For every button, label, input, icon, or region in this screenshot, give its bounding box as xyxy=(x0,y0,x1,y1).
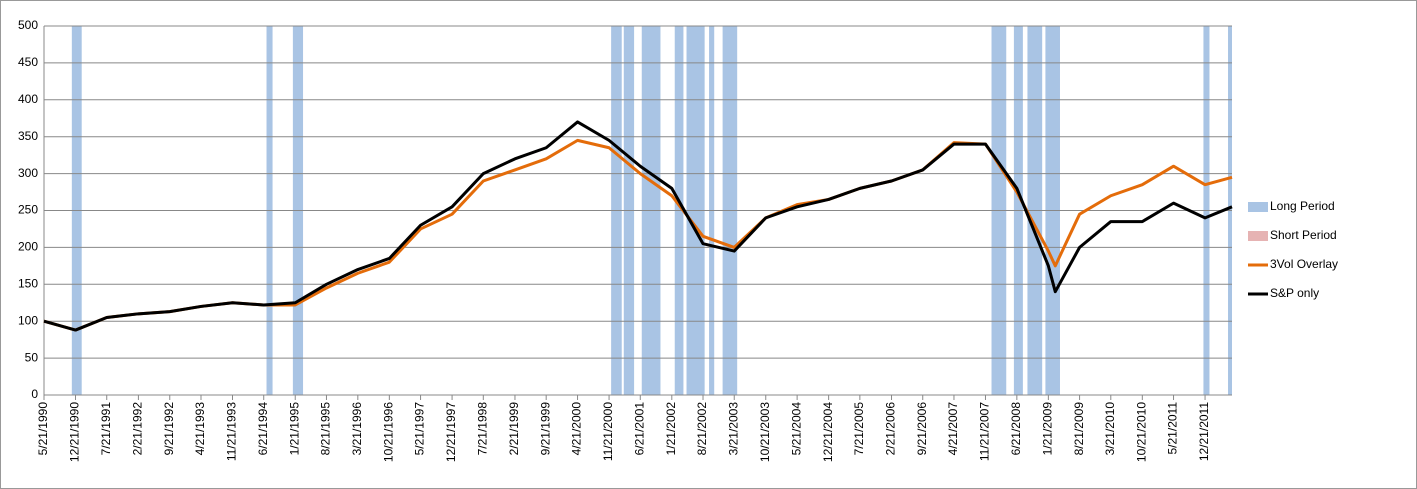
x-tick-label: 4/21/2007 xyxy=(946,402,960,456)
x-tick-label: 5/21/2004 xyxy=(789,402,803,456)
legend-label: S&P only xyxy=(1270,286,1319,300)
x-tick-label: 5/21/2011 xyxy=(1166,402,1180,455)
legend-swatch xyxy=(1248,202,1268,212)
x-tick-label: 4/21/1993 xyxy=(193,402,207,456)
x-tick-label: 10/21/1996 xyxy=(382,402,396,462)
x-tick-label: 2/21/1999 xyxy=(507,402,521,456)
series-line xyxy=(43,120,1233,332)
x-tick-label: 6/21/2008 xyxy=(1009,402,1023,456)
x-tick-label: 1/21/2009 xyxy=(1041,402,1055,456)
x-tick-label: 11/21/2000 xyxy=(601,402,615,461)
x-tick-label: 3/21/2010 xyxy=(1103,402,1117,456)
x-tick-label: 9/21/1992 xyxy=(162,402,176,456)
x-tick-label: 5/21/1997 xyxy=(413,402,427,456)
x-tick-label: 8/21/1995 xyxy=(319,402,333,456)
x-tick-label: 3/21/1996 xyxy=(350,402,364,456)
x-tick-label: 5/21/1990 xyxy=(36,402,50,456)
y-tick-label: 500 xyxy=(18,18,38,32)
y-tick-label: 250 xyxy=(18,203,38,217)
x-tick-label: 11/21/1993 xyxy=(225,402,239,461)
x-tick-label: 6/21/2001 xyxy=(632,402,646,456)
x-tick-label: 9/21/1999 xyxy=(538,402,552,456)
x-tick-label: 1/21/2002 xyxy=(664,402,678,456)
x-tick-label: 12/21/2004 xyxy=(821,402,835,462)
y-tick-label: 100 xyxy=(18,313,38,327)
y-tick-label: 300 xyxy=(18,166,38,180)
x-tick-label: 7/21/2005 xyxy=(852,402,866,456)
x-tick-label: 2/21/2006 xyxy=(884,402,898,456)
x-tick-label: 11/21/2007 xyxy=(978,402,992,461)
y-tick-label: 200 xyxy=(18,240,38,254)
y-tick-label: 50 xyxy=(25,350,39,364)
x-tick-label: 6/21/1994 xyxy=(256,402,270,456)
x-tick-label: 7/21/1998 xyxy=(475,402,489,456)
legend-label: Long Period xyxy=(1270,199,1335,213)
x-tick-label: 10/21/2003 xyxy=(758,402,772,462)
x-tick-label: 1/21/1995 xyxy=(287,402,301,456)
x-tick-label: 2/21/1992 xyxy=(131,402,145,456)
legend-label: Short Period xyxy=(1270,228,1337,242)
x-tick-label: 12/21/2011 xyxy=(1197,402,1211,461)
x-tick-label: 8/21/2009 xyxy=(1072,402,1086,456)
x-tick-label: 7/21/1991 xyxy=(99,402,113,456)
x-tick-label: 3/21/2003 xyxy=(726,402,740,456)
y-tick-label: 400 xyxy=(18,92,38,106)
legend-swatch xyxy=(1248,231,1268,241)
x-tick-label: 12/21/1990 xyxy=(68,402,82,462)
legend-label: 3Vol Overlay xyxy=(1270,257,1338,271)
x-tick-label: 12/21/1997 xyxy=(444,402,458,462)
y-tick-label: 450 xyxy=(18,55,38,69)
x-tick-label: 4/21/2000 xyxy=(570,402,584,456)
y-tick-label: 150 xyxy=(18,276,38,290)
y-tick-label: 0 xyxy=(31,387,38,401)
x-tick-label: 9/21/2006 xyxy=(915,402,929,456)
y-tick-label: 350 xyxy=(18,129,38,143)
x-tick-label: 8/21/2002 xyxy=(695,402,709,456)
x-tick-label: 10/21/2010 xyxy=(1134,402,1148,462)
